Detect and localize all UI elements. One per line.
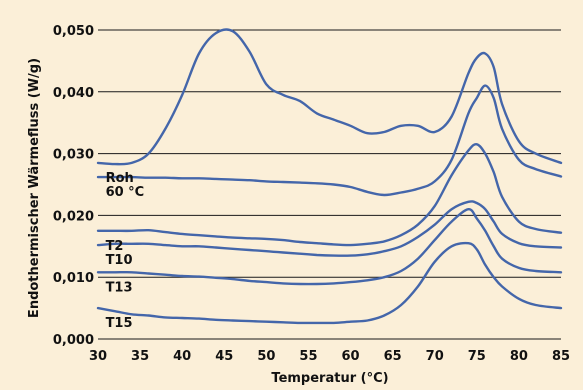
y-tick-label: 0,010 — [53, 271, 94, 286]
x-tick-label: 85 — [552, 349, 570, 364]
series-label: T2 — [106, 239, 124, 254]
y-tick-label: 0,030 — [53, 148, 94, 163]
series-label: T13 — [106, 280, 133, 295]
series-line — [96, 28, 563, 166]
series-label: T10 — [106, 253, 133, 268]
y-axis-title: Endothermischer Wärmefluss (W/g) — [27, 58, 42, 318]
x-tick-label: 40 — [173, 349, 191, 364]
series-line — [96, 208, 563, 286]
x-axis-title: Temperatur (°C) — [271, 371, 388, 386]
series-label: 60 °C — [106, 185, 145, 200]
grid-lines — [98, 29, 561, 340]
y-tick-label: 0,000 — [53, 333, 94, 348]
x-tick-label: 75 — [468, 349, 486, 364]
x-tick-label: 80 — [510, 349, 528, 364]
series-label: T15 — [106, 316, 133, 331]
x-tick-label: 65 — [384, 349, 402, 364]
y-tick-label: 0,050 — [53, 24, 94, 39]
series-lines — [96, 28, 563, 325]
x-tick-label: 70 — [426, 349, 444, 364]
y-tick-labels: 0,000 0,010 0,020 0,030 0,040 0,050 — [53, 24, 94, 348]
series-line — [96, 84, 563, 197]
y-tick-label: 0,020 — [53, 209, 94, 224]
x-tick-label: 30 — [89, 349, 107, 364]
x-tick-label: 35 — [131, 349, 149, 364]
x-tick-labels: 30 35 40 45 50 55 60 65 70 75 80 85 — [89, 349, 570, 364]
x-tick-label: 60 — [341, 349, 359, 364]
x-tick-label: 45 — [215, 349, 233, 364]
series-line — [96, 143, 563, 247]
y-tick-label: 0,040 — [53, 86, 94, 101]
series-label: Roh — [106, 171, 134, 186]
x-tick-label: 50 — [257, 349, 275, 364]
x-tick-label: 55 — [299, 349, 317, 364]
series-line — [96, 200, 563, 257]
series-line — [96, 241, 563, 325]
